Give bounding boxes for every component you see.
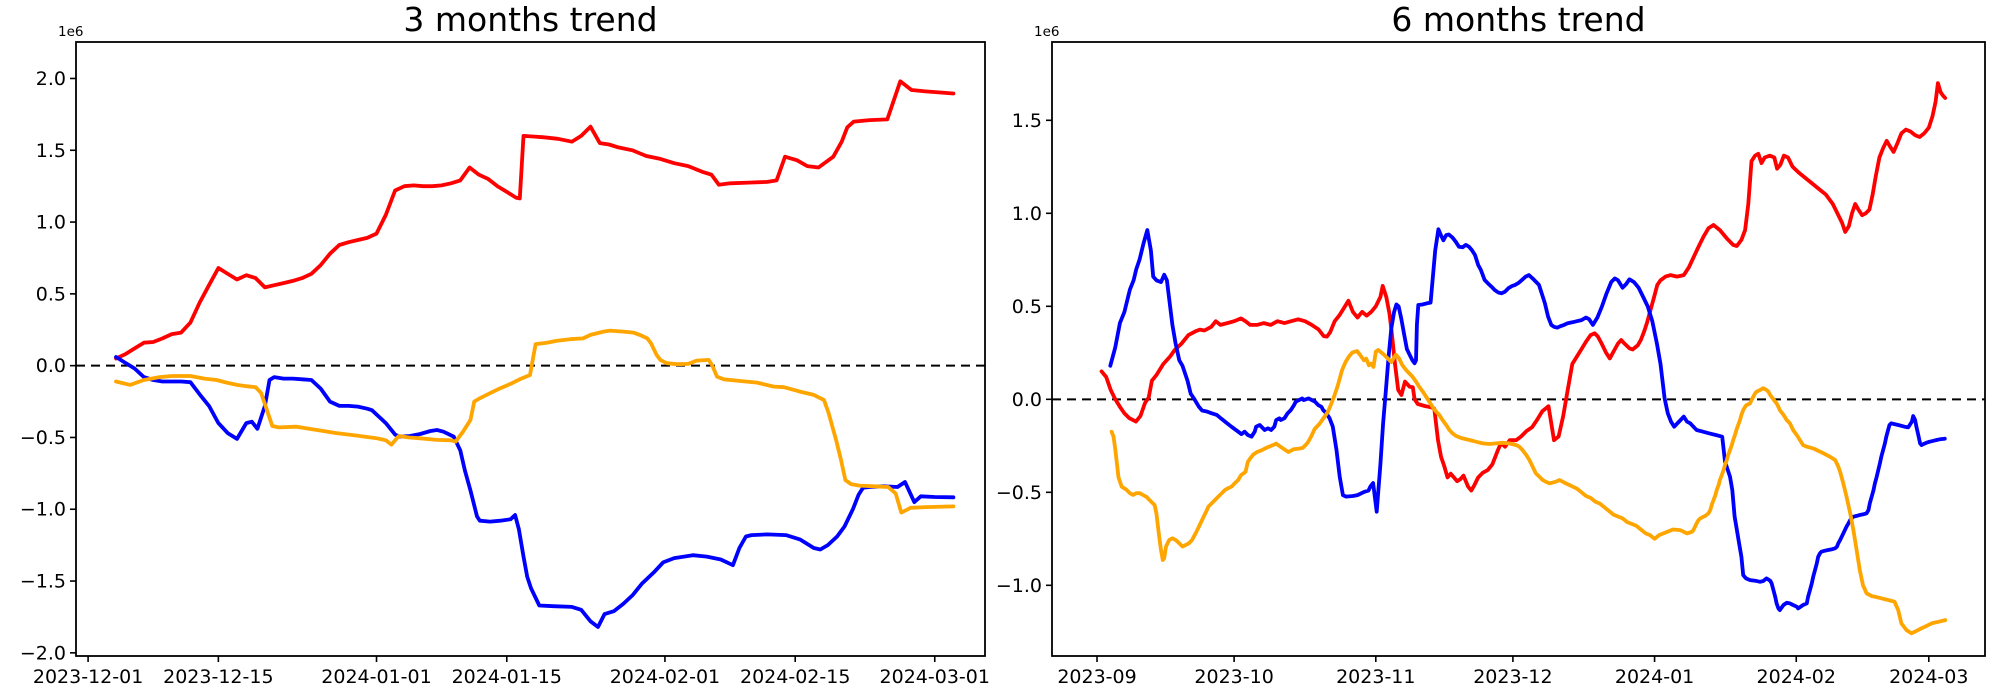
y-tick-label: −0.5: [996, 482, 1042, 504]
y-tick-label: 0.0: [36, 355, 66, 377]
x-tick-label: 2024-01: [1615, 666, 1694, 688]
series-orange-line: [1109, 348, 1948, 636]
axis-offset-label: 1e6: [1034, 24, 1059, 40]
y-tick-label: −0.5: [20, 427, 66, 449]
plot-spines: [1051, 41, 1986, 657]
series-red-line: [114, 79, 956, 361]
x-tick-label: 2024-02-15: [740, 666, 850, 688]
axis-offset-label: 1e6: [58, 24, 83, 40]
chart-title-6-months: 6 months trend: [1391, 0, 1646, 39]
y-tick-label: 1.0: [36, 212, 66, 234]
y-tick-label: 1.5: [36, 140, 66, 162]
x-tick-label: 2024-03-01: [880, 666, 990, 688]
series-red-line: [1099, 81, 1948, 493]
y-tick-label: −1.5: [20, 571, 66, 593]
y-tick-label: −2.0: [20, 642, 66, 664]
series-blue-line: [114, 355, 956, 629]
y-tick-label: 0.0: [1012, 389, 1042, 411]
x-tick-label: 2023-12: [1473, 666, 1552, 688]
x-tick-label: 2023-09: [1057, 666, 1136, 688]
y-tick-label: 0.5: [1012, 296, 1042, 318]
x-tick-label: 2024-01-15: [452, 666, 562, 688]
chart-0-plot: 2.0 1.5 1.0 0.5 0.0 −0.5 −1.0 −1.5 −2.02023-12-0…: [20, 24, 990, 688]
x-tick-label: 2023-11: [1336, 666, 1415, 688]
x-tick-label: 2023-12-15: [163, 666, 273, 688]
plot-background: [76, 42, 985, 656]
x-tick-label: 2023-12-01: [33, 666, 143, 688]
series-blue-line: [1108, 227, 1947, 612]
x-tick-label: 2024-03: [1889, 666, 1968, 688]
series-orange-line: [114, 328, 956, 515]
y-tick-label: 1.5: [1012, 110, 1042, 132]
plot-spines: [75, 41, 986, 657]
x-tick-label: 2024-01-01: [321, 666, 431, 688]
x-tick-label: 2023-10: [1194, 666, 1273, 688]
x-tick-label: 2024-02: [1757, 666, 1836, 688]
plot-background: [1052, 42, 1985, 656]
y-tick-label: 2.0: [36, 68, 66, 90]
chart-1-plot: 1.5 1.0 0.5 0.0 −0.5 −1.0 2023-09 2023-10 2023-1…: [996, 24, 1986, 688]
chart-title-3-months: 3 months trend: [403, 0, 658, 39]
x-tick-label: 2024-02-01: [610, 666, 720, 688]
y-tick-label: 1.0: [1012, 203, 1042, 225]
y-tick-label: 0.5: [36, 283, 66, 305]
y-tick-label: −1.0: [996, 575, 1042, 597]
y-tick-label: −1.0: [20, 499, 66, 521]
